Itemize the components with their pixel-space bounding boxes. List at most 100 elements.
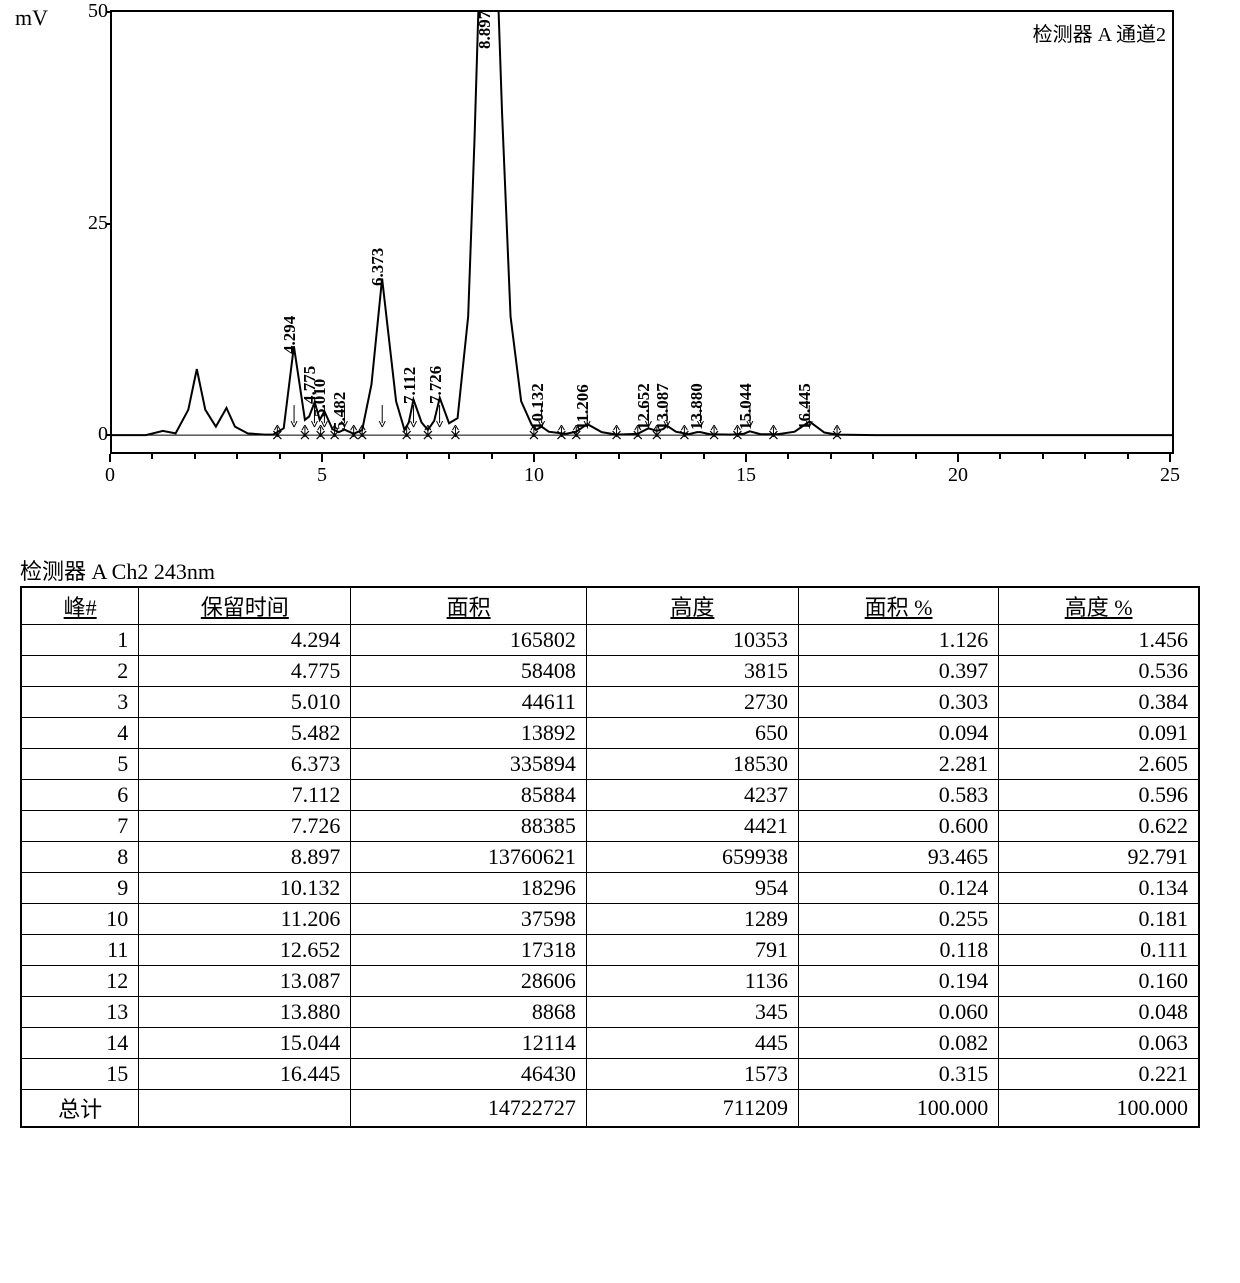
- table-cell: 44611: [351, 687, 587, 718]
- table-cell: 4.294: [139, 625, 351, 656]
- peak-rt-label: 15.044: [736, 383, 756, 430]
- table-cell: 659938: [586, 842, 798, 873]
- table-row: 67.1128588442370.5830.596: [21, 780, 1199, 811]
- table-cell: 0.124: [798, 873, 998, 904]
- table-cell: 1: [21, 625, 139, 656]
- table-cell: 18296: [351, 873, 587, 904]
- y-tick-label: 50: [68, 0, 108, 23]
- total-label: 总计: [21, 1090, 139, 1128]
- table-cell: 13760621: [351, 842, 587, 873]
- table-cell: 18530: [586, 749, 798, 780]
- table-cell: 2: [21, 656, 139, 687]
- table-cell: 11.206: [139, 904, 351, 935]
- table-cell: 0.255: [798, 904, 998, 935]
- table-cell: 4.775: [139, 656, 351, 687]
- column-header: 高度: [586, 587, 798, 625]
- table-row: 1213.0872860611360.1940.160: [21, 966, 1199, 997]
- table-row: 1112.652173187910.1180.111: [21, 935, 1199, 966]
- table-cell: 8: [21, 842, 139, 873]
- table-cell: 0.596: [999, 780, 1199, 811]
- y-axis-unit: mV: [15, 5, 48, 31]
- table-cell: 711209: [586, 1090, 798, 1128]
- peak-rt-label: 5.482: [330, 391, 350, 429]
- table-cell: 100.000: [999, 1090, 1199, 1128]
- table-cell: 954: [586, 873, 798, 904]
- table-cell: 7.726: [139, 811, 351, 842]
- table-row: 910.132182969540.1240.134: [21, 873, 1199, 904]
- column-header: 面积: [351, 587, 587, 625]
- table-row: 1313.88088683450.0600.048: [21, 997, 1199, 1028]
- table-cell: 0.221: [999, 1059, 1199, 1090]
- y-tick-label: 25: [68, 212, 108, 235]
- peak-rt-label: 13.880: [687, 383, 707, 430]
- table-cell: 88385: [351, 811, 587, 842]
- table-cell: 0.091: [999, 718, 1199, 749]
- table-cell: 0.622: [999, 811, 1199, 842]
- table-cell: 165802: [351, 625, 587, 656]
- table-cell: 0.048: [999, 997, 1199, 1028]
- table-cell: 13892: [351, 718, 587, 749]
- table-cell: 85884: [351, 780, 587, 811]
- table-cell: 0.315: [798, 1059, 998, 1090]
- peak-rt-label: 4.294: [280, 315, 300, 353]
- table-cell: 13: [21, 997, 139, 1028]
- table-cell: 7: [21, 811, 139, 842]
- table-cell: 37598: [351, 904, 587, 935]
- table-cell: 5.010: [139, 687, 351, 718]
- table-cell: 1.126: [798, 625, 998, 656]
- x-tick-label: 25: [1160, 464, 1180, 487]
- table-cell: 0.384: [999, 687, 1199, 718]
- peak-rt-label: 7.726: [426, 366, 446, 404]
- table-cell: 93.465: [798, 842, 998, 873]
- table-cell: 13.087: [139, 966, 351, 997]
- table-row: 45.482138926500.0940.091: [21, 718, 1199, 749]
- peaks-table: 峰#保留时间面积高度面积 %高度 %14.294165802103531.126…: [20, 586, 1200, 1128]
- table-cell: 46430: [351, 1059, 587, 1090]
- table-cell: 28606: [351, 966, 587, 997]
- table-cell: 0.094: [798, 718, 998, 749]
- peak-rt-label: 13.087: [653, 383, 673, 430]
- table-cell: 0.303: [798, 687, 998, 718]
- table-cell: 6: [21, 780, 139, 811]
- table-cell: 5.482: [139, 718, 351, 749]
- table-cell: 0.111: [999, 935, 1199, 966]
- table-cell: 791: [586, 935, 798, 966]
- table-cell: 1289: [586, 904, 798, 935]
- table-row: 56.373335894185302.2812.605: [21, 749, 1199, 780]
- table-row: 14.294165802103531.1261.456: [21, 625, 1199, 656]
- x-tick-label: 20: [948, 464, 968, 487]
- table-cell: 0.063: [999, 1028, 1199, 1059]
- table-cell: 12: [21, 966, 139, 997]
- table-cell: 4421: [586, 811, 798, 842]
- column-header: 峰#: [21, 587, 139, 625]
- table-cell: 2.605: [999, 749, 1199, 780]
- table-cell: 2730: [586, 687, 798, 718]
- table-cell: 1.456: [999, 625, 1199, 656]
- peak-rt-label: 16.445: [795, 383, 815, 430]
- table-cell: 2.281: [798, 749, 998, 780]
- table-title: 检测器 A Ch2 243nm: [20, 554, 1230, 586]
- table-cell: 3815: [586, 656, 798, 687]
- chromatogram-figure: mV 检测器 A 通道2 025504.2944.7755.0105.4826.…: [70, 10, 1230, 514]
- table-cell: 7.112: [139, 780, 351, 811]
- table-cell: 1136: [586, 966, 798, 997]
- y-tick-label: 0: [68, 423, 108, 446]
- table-cell: 4: [21, 718, 139, 749]
- peak-rt-label: 12.652: [634, 383, 654, 430]
- x-tick-label: 5: [317, 464, 327, 487]
- table-cell: 10: [21, 904, 139, 935]
- table-cell: 345: [586, 997, 798, 1028]
- table-total-row: 总计14722727711209100.000100.000: [21, 1090, 1199, 1128]
- table-cell: 15: [21, 1059, 139, 1090]
- column-header: 保留时间: [139, 587, 351, 625]
- table-cell: 445: [586, 1028, 798, 1059]
- table-cell: 0.600: [798, 811, 998, 842]
- table-cell: 0.536: [999, 656, 1199, 687]
- table-cell: 10.132: [139, 873, 351, 904]
- x-tick-label: 10: [524, 464, 544, 487]
- peak-rt-label: 10.132: [528, 383, 548, 430]
- table-cell: 5: [21, 749, 139, 780]
- peak-rt-label: 7.112: [400, 367, 420, 404]
- table-cell: 10353: [586, 625, 798, 656]
- table-cell: 6.373: [139, 749, 351, 780]
